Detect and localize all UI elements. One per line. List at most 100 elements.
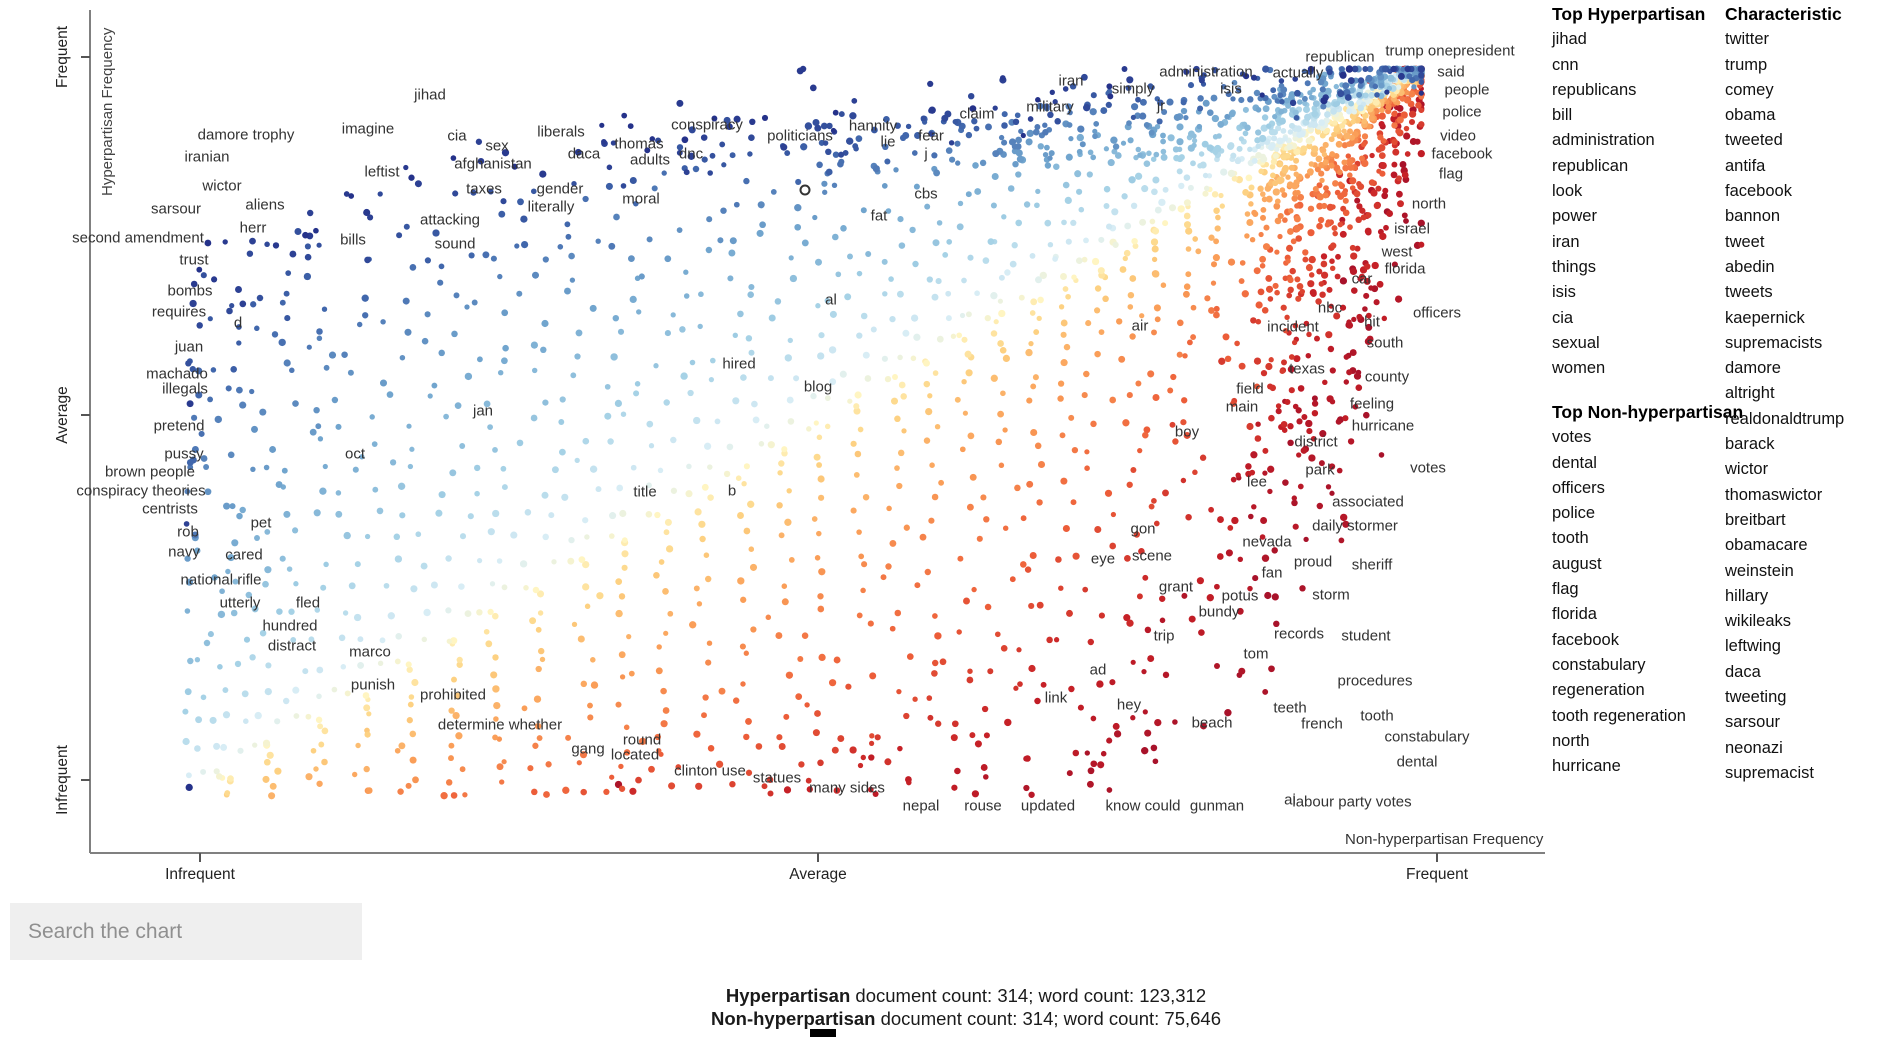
word-dot[interactable] — [1242, 106, 1249, 113]
word-dot[interactable] — [752, 416, 760, 424]
word-dot[interactable] — [487, 528, 495, 536]
word-dot[interactable] — [1212, 134, 1219, 140]
word-dot[interactable] — [1328, 303, 1334, 309]
word-dot[interactable] — [1311, 395, 1318, 402]
word-dot[interactable] — [288, 608, 295, 615]
word-dot[interactable] — [279, 299, 286, 306]
word-dot[interactable] — [1347, 172, 1353, 178]
word-dot[interactable] — [1258, 168, 1264, 175]
word-dot[interactable] — [185, 772, 192, 779]
word-dot[interactable] — [997, 298, 1004, 304]
term-list-item[interactable]: administration — [1552, 131, 1655, 150]
word-dot[interactable] — [274, 718, 281, 725]
word-dot[interactable] — [452, 190, 459, 197]
word-dot[interactable] — [1340, 513, 1348, 522]
word-dot[interactable] — [1053, 163, 1060, 170]
word-dot[interactable] — [1391, 161, 1398, 168]
chart-word-label[interactable]: air — [1131, 317, 1149, 335]
word-dot[interactable] — [913, 183, 920, 190]
word-dot[interactable] — [567, 557, 575, 565]
word-dot[interactable] — [1373, 202, 1381, 210]
word-dot[interactable] — [215, 773, 223, 780]
word-dot[interactable] — [223, 502, 231, 510]
chart-word-label[interactable]: video — [1440, 127, 1476, 145]
word-dot[interactable] — [862, 493, 870, 501]
word-dot[interactable] — [707, 494, 714, 501]
word-dot[interactable] — [993, 319, 999, 325]
word-dot[interactable] — [1321, 271, 1329, 279]
word-dot[interactable] — [1183, 68, 1190, 75]
word-dot[interactable] — [1329, 151, 1336, 158]
word-dot[interactable] — [924, 203, 931, 210]
word-dot[interactable] — [726, 443, 734, 451]
term-list-item[interactable]: officers — [1552, 478, 1605, 497]
word-dot[interactable] — [1391, 261, 1398, 268]
word-dot[interactable] — [1400, 111, 1408, 119]
word-dot[interactable] — [262, 775, 270, 783]
word-dot[interactable] — [1066, 609, 1073, 617]
word-dot[interactable] — [885, 208, 892, 214]
word-dot[interactable] — [675, 764, 682, 770]
word-dot[interactable] — [1307, 65, 1315, 73]
word-dot[interactable] — [822, 189, 828, 195]
word-dot[interactable] — [1213, 305, 1220, 312]
chart-word-label[interactable]: al — [825, 291, 837, 309]
word-dot[interactable] — [997, 340, 1004, 347]
word-dot[interactable] — [783, 713, 790, 720]
word-dot[interactable] — [1247, 585, 1253, 592]
word-dot[interactable] — [1075, 257, 1083, 265]
word-dot[interactable] — [1317, 78, 1325, 86]
term-list-item[interactable]: daca — [1725, 662, 1761, 681]
word-dot[interactable] — [1403, 125, 1410, 132]
term-list-item[interactable]: tweet — [1725, 232, 1765, 251]
word-dot[interactable] — [195, 716, 203, 724]
word-dot[interactable] — [961, 336, 968, 343]
word-dot[interactable] — [1366, 65, 1374, 73]
word-dot[interactable] — [1297, 193, 1305, 201]
word-dot[interactable] — [1327, 345, 1335, 353]
word-dot[interactable] — [1282, 217, 1288, 223]
word-dot[interactable] — [1308, 94, 1315, 101]
word-dot[interactable] — [225, 568, 231, 575]
word-dot[interactable] — [1183, 199, 1191, 207]
word-dot[interactable] — [1361, 159, 1369, 168]
word-dot[interactable] — [850, 507, 857, 514]
word-dot[interactable] — [1363, 292, 1370, 299]
word-dot[interactable] — [1213, 662, 1221, 670]
word-dot[interactable] — [748, 349, 755, 356]
word-dot[interactable] — [894, 122, 901, 129]
word-dot[interactable] — [1213, 238, 1220, 245]
word-dot[interactable] — [323, 561, 329, 568]
word-dot[interactable] — [224, 790, 231, 796]
word-dot[interactable] — [861, 561, 868, 568]
chart-word-label[interactable]: nevada — [1242, 533, 1292, 551]
word-dot[interactable] — [379, 637, 386, 644]
word-dot[interactable] — [1230, 96, 1236, 102]
word-dot[interactable] — [853, 403, 860, 410]
word-dot[interactable] — [185, 360, 192, 367]
word-dot[interactable] — [1387, 74, 1395, 82]
word-dot[interactable] — [693, 585, 700, 592]
word-dot[interactable] — [748, 283, 755, 291]
word-dot[interactable] — [1098, 612, 1105, 619]
word-dot[interactable] — [1160, 132, 1166, 139]
word-dot[interactable] — [1267, 488, 1273, 495]
word-dot[interactable] — [269, 782, 277, 790]
word-dot[interactable] — [932, 659, 939, 667]
word-dot[interactable] — [1268, 144, 1275, 151]
word-dot[interactable] — [1136, 593, 1143, 600]
word-dot[interactable] — [1245, 463, 1252, 470]
word-dot[interactable] — [565, 734, 572, 741]
word-dot[interactable] — [490, 255, 497, 262]
word-dot[interactable] — [1227, 525, 1234, 531]
word-dot[interactable] — [1411, 84, 1417, 90]
word-dot[interactable] — [1274, 217, 1282, 225]
word-dot[interactable] — [1241, 290, 1249, 298]
word-dot[interactable] — [1326, 68, 1333, 76]
word-dot[interactable] — [1002, 354, 1011, 362]
word-dot[interactable] — [364, 533, 371, 540]
word-dot[interactable] — [283, 290, 290, 297]
word-dot[interactable] — [511, 163, 518, 170]
word-dot[interactable] — [1220, 168, 1228, 176]
word-dot[interactable] — [241, 690, 249, 698]
